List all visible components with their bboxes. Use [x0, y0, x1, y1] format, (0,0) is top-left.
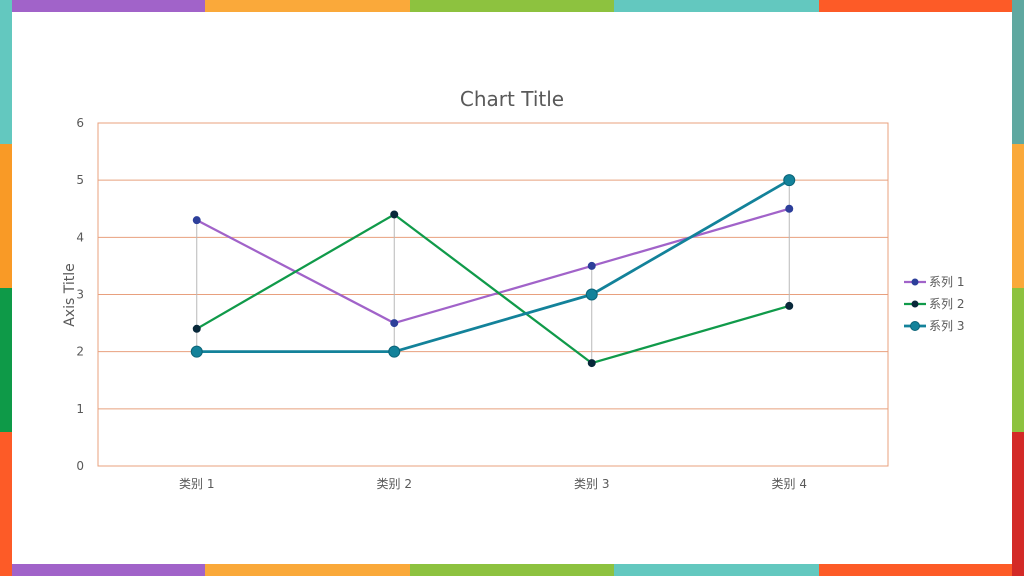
left-strip-segment — [0, 144, 12, 288]
data-point — [190, 345, 203, 358]
y-tick-label: 0 — [76, 459, 84, 473]
top-strip-segment — [0, 0, 205, 12]
top-strip-segment — [204, 0, 410, 12]
legend: 系列 1 系列 2 系列 3 — [904, 275, 964, 333]
y-tick-label: 5 — [76, 173, 84, 187]
y-tick-label: 4 — [76, 230, 84, 244]
legend-label: 系列 2 — [929, 297, 964, 311]
data-point — [192, 216, 201, 225]
bottom-strip-segment — [204, 564, 410, 576]
series-line — [196, 207, 790, 325]
top-strip-segment — [819, 0, 1024, 12]
bottom-strip-segment — [409, 564, 615, 576]
data-point — [390, 210, 399, 219]
y-axis-title: Axis Title — [62, 263, 78, 327]
y-tick-label: 6 — [76, 116, 84, 130]
data-point — [390, 319, 399, 328]
right-strip-segment — [1012, 144, 1024, 288]
right-strip-segment — [1012, 432, 1024, 576]
bottom-strip-segment — [0, 564, 205, 576]
bottom-color-strip — [0, 564, 1024, 576]
top-strip-segment — [614, 0, 820, 12]
x-tick-label: 类别 2 — [377, 477, 412, 491]
legend-label: 系列 1 — [929, 275, 964, 289]
data-point — [587, 359, 596, 368]
series-line — [196, 213, 790, 365]
right-color-strip — [1012, 0, 1024, 576]
x-tick-label: 类别 4 — [772, 477, 807, 491]
right-strip-segment — [1012, 0, 1024, 144]
left-strip-segment — [0, 288, 12, 432]
data-point — [785, 301, 794, 310]
data-point — [388, 345, 401, 358]
legend-marker — [911, 300, 919, 308]
x-tick-label: 类别 1 — [179, 477, 214, 491]
series-lines — [190, 174, 796, 368]
top-strip-segment — [409, 0, 615, 12]
drop-lines — [196, 180, 790, 364]
y-tick-label: 1 — [76, 402, 84, 416]
legend-marker — [911, 278, 919, 286]
legend-marker — [910, 321, 920, 331]
left-color-strip — [0, 0, 12, 576]
y-tick-label: 3 — [76, 288, 84, 302]
data-point — [785, 204, 794, 213]
y-tick-label: 2 — [76, 345, 84, 359]
left-strip-segment — [0, 0, 12, 144]
data-point — [587, 261, 596, 270]
right-strip-segment — [1012, 288, 1024, 432]
top-color-strip — [0, 0, 1024, 12]
data-point — [585, 288, 598, 301]
x-tick-label: 类别 3 — [574, 477, 609, 491]
data-point — [783, 174, 796, 187]
y-tick-labels: 0 1 2 3 4 5 6 — [76, 116, 84, 473]
bottom-strip-segment — [819, 564, 1024, 576]
left-strip-segment — [0, 432, 12, 576]
series-line — [196, 178, 790, 354]
bottom-strip-segment — [614, 564, 820, 576]
chart-title: Chart Title — [460, 87, 564, 111]
x-tick-labels: 类别 1 类别 2 类别 3 类别 4 — [179, 477, 807, 491]
data-point — [192, 324, 201, 333]
legend-label: 系列 3 — [929, 319, 964, 333]
